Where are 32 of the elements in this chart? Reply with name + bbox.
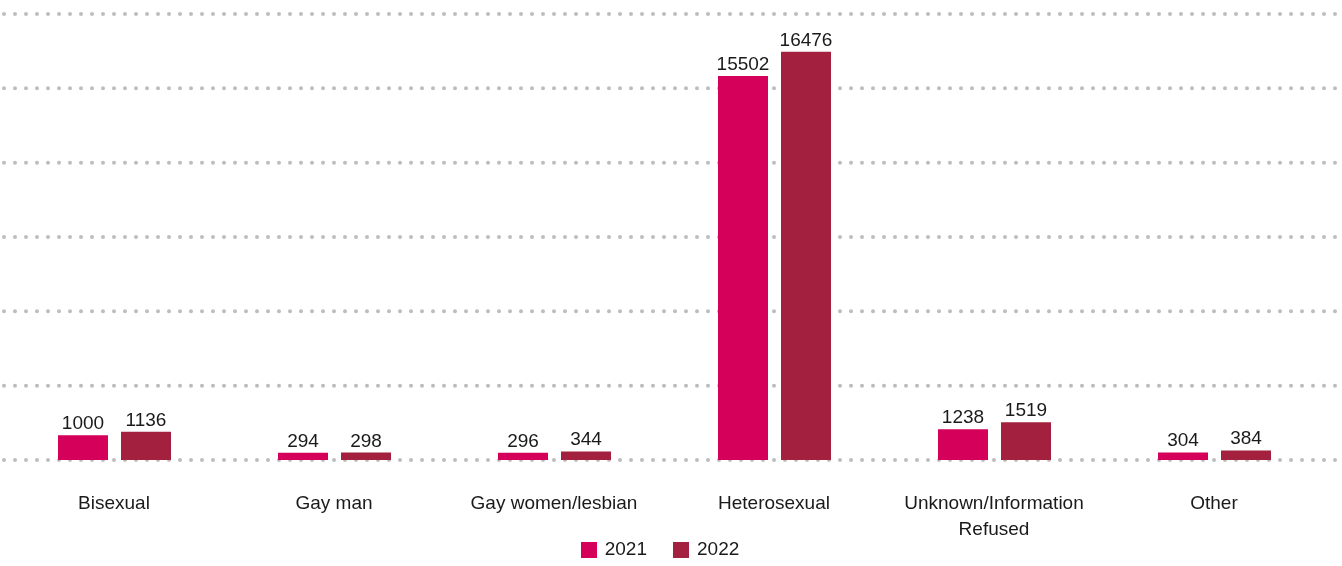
- x-tick-label: Gay women/lesbian: [470, 492, 638, 513]
- data-label: 15502: [716, 52, 770, 74]
- bar: [58, 435, 108, 460]
- bar: [498, 452, 548, 460]
- bar: [1221, 450, 1271, 460]
- x-tick-label: Unknown/Information Refused: [904, 492, 1084, 539]
- bar: [561, 451, 611, 460]
- x-tick-label: Gay man: [295, 492, 373, 513]
- data-label: 298: [350, 429, 382, 451]
- bar: [121, 431, 171, 460]
- bar: [278, 452, 328, 460]
- bar: [718, 75, 768, 460]
- x-tick-label: Bisexual: [78, 492, 150, 513]
- legend-label: 2022: [697, 538, 740, 559]
- data-label: 16476: [779, 28, 833, 50]
- data-label: 294: [287, 429, 320, 451]
- bar: [781, 51, 831, 460]
- data-label: 1238: [941, 406, 985, 428]
- data-label: 304: [1167, 429, 1200, 451]
- data-label: 1000: [61, 412, 105, 434]
- bar: [938, 429, 988, 460]
- data-label: 384: [1230, 427, 1263, 449]
- data-label: 296: [507, 429, 539, 451]
- data-label: 1519: [1004, 399, 1048, 421]
- bar: [341, 452, 391, 460]
- bar: [1158, 452, 1208, 460]
- x-tick-label: Heterosexual: [718, 492, 830, 513]
- bar: [1001, 422, 1051, 460]
- legend-label: 2021: [604, 538, 647, 559]
- data-label: 344: [570, 428, 603, 450]
- x-tick-label: Other: [1190, 492, 1239, 513]
- data-label: 1136: [125, 408, 167, 430]
